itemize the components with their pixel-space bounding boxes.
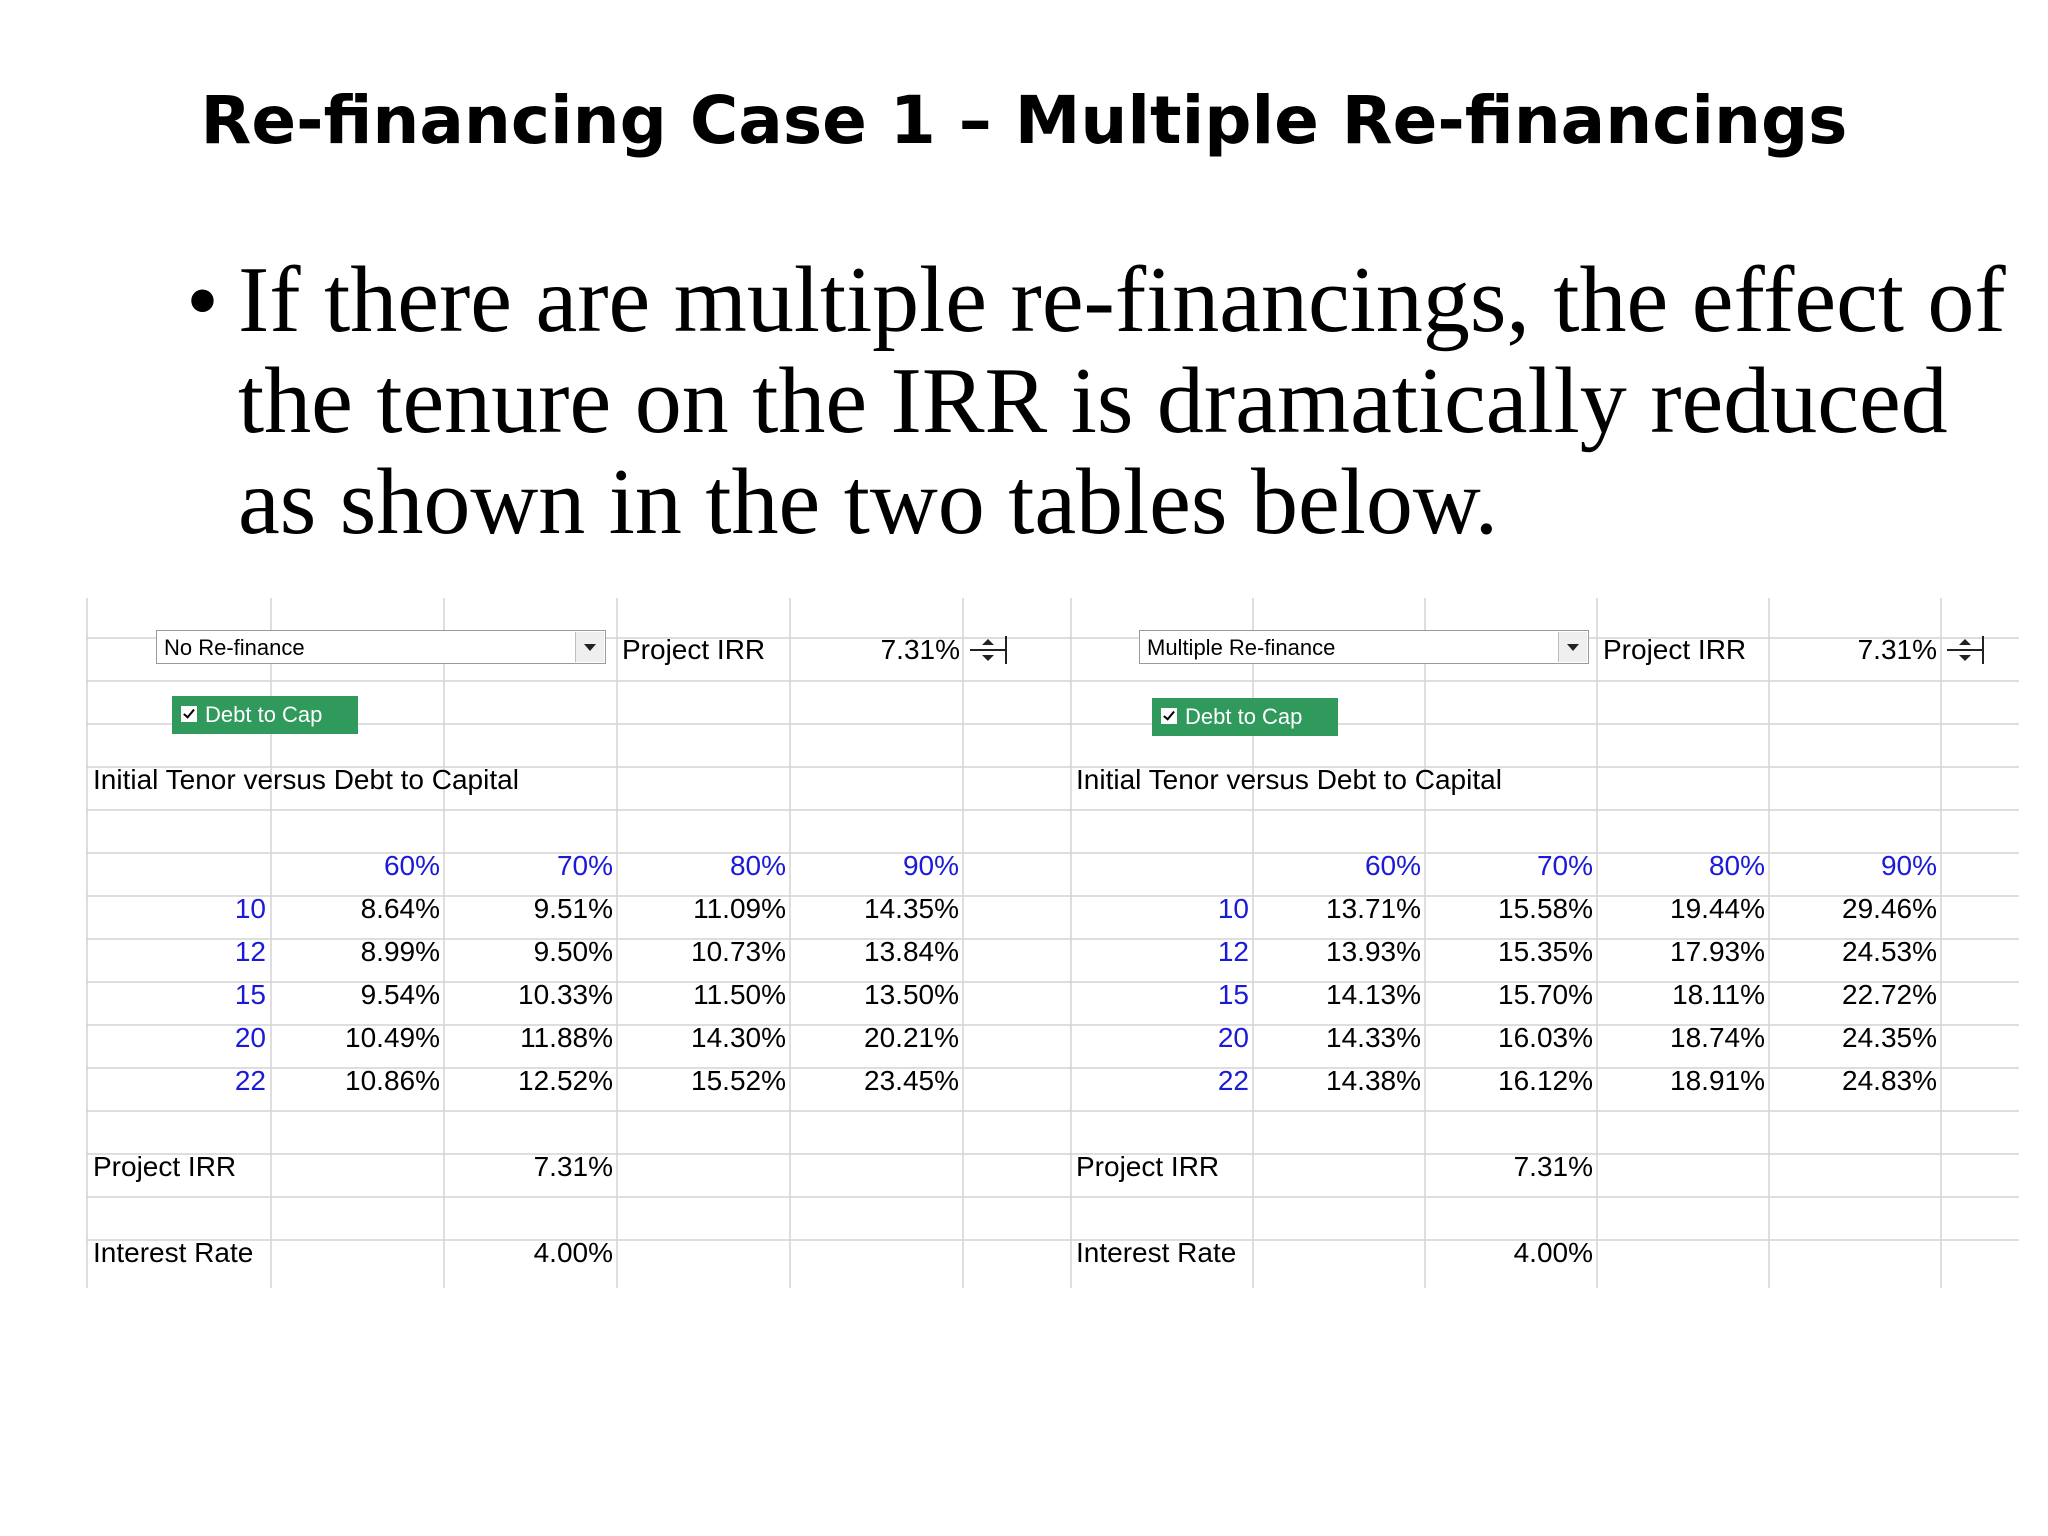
row-tenor: 22 [1217,1065,1249,1096]
table-cell: 12.52% [518,1065,613,1096]
row-tenor: 10 [1217,893,1249,924]
table-cell: 15.35% [1498,936,1593,967]
table-cell: 8.64% [360,893,440,924]
footer-irr-value: 7.31% [1513,1151,1593,1182]
table-cell: 23.45% [864,1065,959,1096]
table-cell: 24.53% [1842,936,1937,967]
footer-irr-label: Project IRR [1076,1151,1220,1182]
col-header: 80% [1708,850,1765,881]
row-tenor: 15 [1217,979,1249,1010]
table-cell: 15.58% [1498,893,1593,924]
checkbox-checked-icon[interactable] [181,706,197,722]
col-header: 90% [902,850,959,881]
table-cell: 10.49% [345,1022,440,1053]
interest-rate-value: 4.00% [533,1237,613,1268]
table-cell: 16.03% [1498,1022,1593,1053]
col-header: 60% [1364,850,1421,881]
row-tenor: 22 [234,1065,266,1096]
table-cell: 29.46% [1842,893,1937,924]
row-tenor: 20 [234,1022,266,1053]
footer-irr-value: 7.31% [533,1151,613,1182]
table-cell: 14.38% [1326,1065,1421,1096]
table-cell: 22.72% [1842,979,1937,1010]
refinance-mode-dropdown[interactable]: Multiple Re-finance [1139,630,1589,664]
table-cell: 17.93% [1670,936,1765,967]
table-cell: 11.88% [520,1022,613,1053]
table-cell: 14.35% [864,893,959,924]
table-cell: 20.21% [864,1022,959,1053]
project-irr-label: Project IRR [1603,634,1747,665]
row-tenor: 12 [1217,936,1249,967]
bullet-marker: • [186,249,219,353]
table-cell: 18.11% [1672,979,1765,1010]
bullet-text: If there are multiple re-financings, the… [238,248,2006,554]
project-irr-label: Project IRR [622,634,766,665]
col-header: 60% [383,850,440,881]
checkbox-label: Debt to Cap [1185,704,1303,729]
interest-rate-value: 4.00% [1513,1237,1593,1268]
table-cell: 18.91% [1670,1065,1765,1096]
table-cell: 10.86% [345,1065,440,1096]
row-tenor: 15 [234,979,266,1010]
chevron-down-icon[interactable] [575,632,604,662]
table-cell: 13.50% [864,979,959,1010]
table-cell: 8.99% [360,936,440,967]
table-cell: 13.84% [864,936,959,967]
slide-title: Re-financing Case 1 – Multiple Re-financ… [200,82,1848,159]
table-cell: 14.13% [1326,979,1421,1010]
row-tenor: 12 [234,936,266,967]
row-tenor: 10 [234,893,266,924]
table-cell: 18.74% [1670,1022,1765,1053]
table-cell: 9.51% [533,893,613,924]
project-irr-value: 7.31% [880,634,960,665]
table-cell: 11.09% [693,893,786,924]
chevron-down-icon[interactable] [1558,632,1587,662]
col-header: 70% [1536,850,1593,881]
irr-spinner-icon[interactable] [968,634,1008,666]
table-cell: 16.12% [1498,1065,1593,1096]
table-cell: 9.50% [533,936,613,967]
refinance-mode-dropdown[interactable]: No Re-finance [156,630,606,664]
row-tenor: 20 [1217,1022,1249,1053]
dropdown-value: No Re-finance [164,635,305,660]
table-title: Initial Tenor versus Debt to Capital [93,764,519,795]
checkbox-label: Debt to Cap [205,702,323,727]
debt-to-cap-checkbox[interactable]: Debt to Cap [1152,698,1338,736]
table-cell: 19.44% [1670,893,1765,924]
table-cell: 24.83% [1842,1065,1937,1096]
col-header: 80% [729,850,786,881]
table-cell: 9.54% [360,979,440,1010]
table-cell: 11.50% [693,979,786,1010]
col-header: 90% [1880,850,1937,881]
spreadsheet-multiple-refinance: Multiple Re-finance Project IRR 7.31% De… [1069,598,2019,1288]
table-cell: 14.30% [691,1022,786,1053]
project-irr-value: 7.31% [1857,634,1937,665]
col-header: 70% [556,850,613,881]
table-cell: 15.52% [691,1065,786,1096]
table-cell: 13.71% [1326,893,1421,924]
table-cell: 13.93% [1326,936,1421,967]
debt-to-cap-checkbox[interactable]: Debt to Cap [172,696,358,734]
irr-spinner-icon[interactable] [1945,634,1985,666]
spreadsheet-no-refinance: No Re-finance Project IRR 7.31% Debt to … [86,598,1071,1288]
table-title: Initial Tenor versus Debt to Capital [1076,764,1502,795]
table-cell: 15.70% [1498,979,1593,1010]
table-cell: 24.35% [1842,1022,1937,1053]
interest-rate-label: Interest Rate [93,1237,254,1268]
footer-irr-label: Project IRR [93,1151,237,1182]
checkbox-checked-icon[interactable] [1161,708,1177,724]
table-cell: 10.73% [691,936,786,967]
dropdown-value: Multiple Re-finance [1147,635,1336,660]
table-cell: 10.33% [518,979,613,1010]
table-cell: 14.33% [1326,1022,1421,1053]
interest-rate-label: Interest Rate [1076,1237,1237,1268]
